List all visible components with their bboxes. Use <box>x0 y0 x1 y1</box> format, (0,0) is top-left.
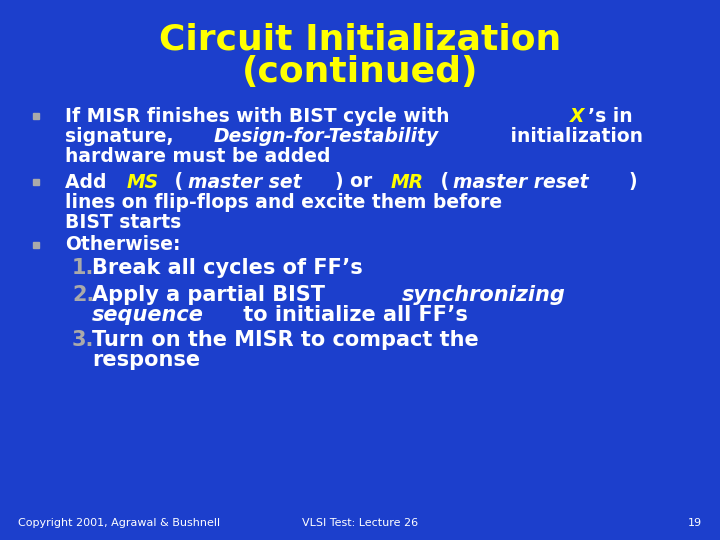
Text: Break all cycles of FF’s: Break all cycles of FF’s <box>92 258 363 278</box>
Text: If MISR finishes with BIST cycle with: If MISR finishes with BIST cycle with <box>65 106 456 125</box>
Text: X: X <box>570 106 584 125</box>
Text: Turn on the MISR to compact the: Turn on the MISR to compact the <box>92 330 479 350</box>
Text: ) or: ) or <box>335 172 378 192</box>
Text: VLSI Test: Lecture 26: VLSI Test: Lecture 26 <box>302 518 418 528</box>
Text: sequence: sequence <box>92 305 204 325</box>
Bar <box>33 242 39 248</box>
Text: ): ) <box>629 172 637 192</box>
Text: 19: 19 <box>688 518 702 528</box>
Text: Add: Add <box>65 172 113 192</box>
Text: ’s in: ’s in <box>588 106 633 125</box>
Text: MR: MR <box>391 172 424 192</box>
Text: hardware must be added: hardware must be added <box>65 146 330 165</box>
Text: MS: MS <box>127 172 159 192</box>
Text: initialization: initialization <box>504 126 643 145</box>
Text: master reset: master reset <box>453 172 589 192</box>
Text: (: ( <box>168 172 184 192</box>
Text: (continued): (continued) <box>242 55 478 89</box>
Text: 3.: 3. <box>72 330 94 350</box>
Text: Apply a partial BIST: Apply a partial BIST <box>92 285 332 305</box>
Text: signature,: signature, <box>65 126 180 145</box>
Text: response: response <box>92 350 200 370</box>
Text: 1.: 1. <box>72 258 94 278</box>
Text: Copyright 2001, Agrawal & Bushnell: Copyright 2001, Agrawal & Bushnell <box>18 518 220 528</box>
Text: to initialize all FF’s: to initialize all FF’s <box>236 305 468 325</box>
Text: synchronizing: synchronizing <box>402 285 566 305</box>
Text: Otherwise:: Otherwise: <box>65 235 181 254</box>
Text: 2.: 2. <box>72 285 94 305</box>
Text: BIST starts: BIST starts <box>65 213 181 232</box>
Bar <box>33 113 39 119</box>
Bar <box>33 179 39 185</box>
Text: Circuit Initialization: Circuit Initialization <box>159 23 561 57</box>
Text: Design-for-Testability: Design-for-Testability <box>213 126 438 145</box>
Text: (: ( <box>433 172 449 192</box>
Text: lines on flip-flops and excite them before: lines on flip-flops and excite them befo… <box>65 192 502 212</box>
Text: master set: master set <box>188 172 302 192</box>
